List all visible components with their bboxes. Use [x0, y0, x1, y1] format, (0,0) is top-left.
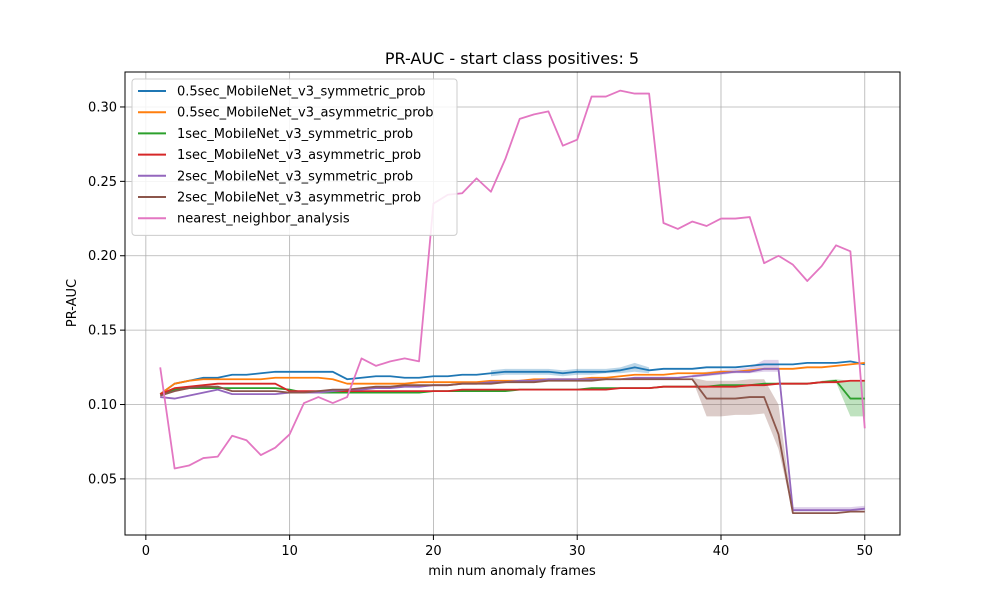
x-tick-label: 30: [569, 544, 586, 559]
series-line: [159, 89, 866, 470]
y-tick-label: 0.20: [88, 249, 117, 264]
y-axis-label: PR-AUC: [65, 279, 80, 327]
x-tick-label: 20: [425, 544, 442, 559]
series-line: [159, 379, 865, 395]
confidence-band: [821, 379, 865, 417]
confidence-band: [692, 377, 793, 514]
confidence-band: [490, 362, 650, 377]
legend-entry: 1sec_MobileNet_v3_asymmetric_prob: [177, 148, 421, 163]
x-axis-label: min num anomaly frames: [428, 564, 596, 579]
legend-entry: 0.5sec_MobileNet_v3_asymmetric_prob: [177, 106, 434, 121]
series-line: [159, 360, 865, 395]
y-tick-label: 0.25: [88, 175, 117, 190]
y-tick-label: 0.05: [88, 472, 117, 487]
legend-entry: nearest_neighbor_analysis: [177, 212, 350, 227]
axis-ticks: 0 10 20 30 40 50 0.05 0.10 0.15 0.20 0.25 0.30: [88, 100, 873, 559]
x-tick-label: 50: [856, 544, 873, 559]
series-line: [159, 378, 865, 515]
legend-frame: [131, 78, 458, 236]
y-tick-label: 0.30: [88, 100, 117, 115]
legend: 0.5sec_MobileNet_v3_symmetric_prob 0.5sec…: [131, 78, 458, 236]
y-tick-label: 0.10: [88, 398, 117, 413]
x-tick-label: 0: [142, 544, 150, 559]
x-tick-label: 40: [713, 544, 730, 559]
plot-frame: [124, 71, 901, 536]
chart-title: PR-AUC - start class positives: 5: [385, 49, 639, 68]
series-lines: [159, 89, 866, 515]
grid: [125, 72, 900, 535]
legend-entry: 0.5sec_MobileNet_v3_symmetric_prob: [177, 85, 426, 100]
y-tick-label: 0.15: [88, 324, 117, 339]
x-tick-label: 10: [281, 544, 298, 559]
legend-entry: 2sec_MobileNet_v3_symmetric_prob: [177, 169, 413, 184]
legend-entry: 1sec_MobileNet_v3_symmetric_prob: [177, 127, 413, 142]
legend-entry: 2sec_MobileNet_v3_asymmetric_prob: [177, 191, 421, 206]
